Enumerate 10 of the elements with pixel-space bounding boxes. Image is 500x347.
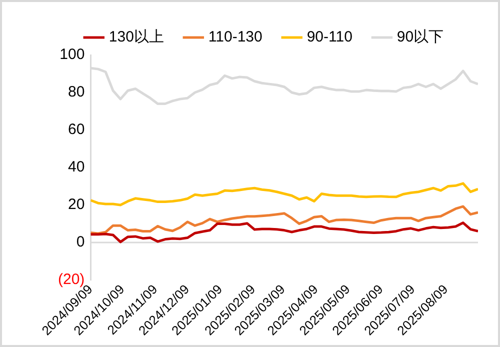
y-tick-label: 40 (68, 158, 85, 176)
y-tick-label: 80 (68, 84, 85, 101)
legend-label: 90-110 (306, 28, 352, 46)
legend-label: 110-130 (208, 28, 262, 46)
y-tick-label: 20 (68, 196, 85, 214)
y-tick-label: 0 (76, 234, 85, 251)
y-tick-label: 100 (60, 46, 85, 64)
legend-label: 130以上 (108, 28, 164, 46)
legend-label: 90以下 (396, 28, 444, 46)
y-tick-label: 60 (68, 121, 85, 138)
